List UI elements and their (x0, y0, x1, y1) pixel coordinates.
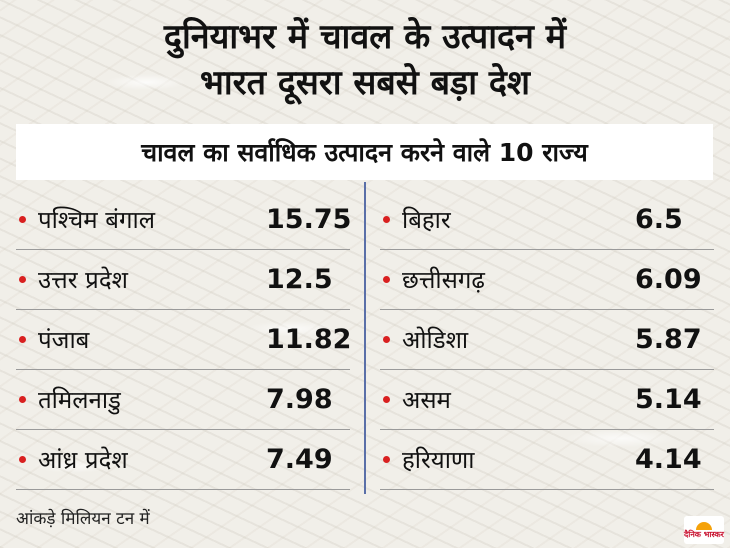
state-name: आंध्र प्रदेश (38, 446, 128, 474)
headline-line-1: दुनियाभर में चावल के उत्पादन में (163, 17, 567, 57)
state-name: पश्चिम बंगाल (38, 206, 155, 234)
right-state-list: बिहार 6.5 छत्तीसगढ़ 6.09 ओडिशा 5.87 असम … (380, 190, 714, 490)
state-value: 7.49 (266, 444, 333, 475)
state-name: ओडिशा (402, 326, 469, 354)
state-value: 4.14 (635, 444, 702, 475)
headline: दुनियाभर में चावल के उत्पादन में भारत दू… (0, 14, 730, 106)
state-name: हरियाणा (402, 446, 475, 474)
state-name: असम (402, 386, 451, 414)
subtitle: चावल का सर्वाधिक उत्पादन करने वाले 10 रा… (141, 138, 588, 167)
subtitle-bar: चावल का सर्वाधिक उत्पादन करने वाले 10 रा… (16, 124, 713, 180)
state-row: बिहार 6.5 (380, 190, 714, 250)
bullet-icon (383, 336, 390, 343)
bullet-icon (19, 456, 26, 463)
bullet-icon (383, 216, 390, 223)
bullet-icon (19, 336, 26, 343)
state-name: बिहार (402, 206, 451, 234)
bullet-icon (19, 216, 26, 223)
state-name: पंजाब (38, 326, 90, 354)
state-row: आंध्र प्रदेश 7.49 (16, 430, 350, 490)
left-state-list: पश्चिम बंगाल 15.75 उत्तर प्रदेश 12.5 पंज… (16, 190, 352, 490)
bullet-icon (19, 276, 26, 283)
state-value: 7.98 (266, 384, 333, 415)
state-value: 5.14 (635, 384, 702, 415)
bullet-icon (383, 276, 390, 283)
bullet-icon (383, 456, 390, 463)
headline-line-2: भारत दूसरा सबसे बड़ा देश (199, 63, 531, 103)
state-row: पश्चिम बंगाल 15.75 (16, 190, 352, 250)
column-divider (364, 182, 366, 494)
state-value: 5.87 (635, 324, 702, 355)
state-row: हरियाणा 4.14 (380, 430, 714, 490)
state-row: छत्तीसगढ़ 6.09 (380, 250, 714, 310)
state-value: 6.5 (635, 204, 683, 235)
state-row: असम 5.14 (380, 370, 714, 430)
state-name: उत्तर प्रदेश (38, 266, 128, 294)
state-name: तमिलनाडु (38, 386, 121, 414)
bullet-icon (19, 396, 26, 403)
state-value: 11.82 (266, 324, 352, 355)
sun-icon (696, 521, 712, 530)
state-name: छत्तीसगढ़ (402, 266, 485, 294)
state-row: पंजाब 11.82 (16, 310, 352, 370)
publisher-logo: दैनिक भास्कर (684, 516, 724, 544)
logo-text: दैनिक भास्कर (684, 529, 724, 539)
state-row: तमिलनाडु 7.98 (16, 370, 350, 430)
unit-note: आंकड़े मिलियन टन में (16, 509, 150, 529)
bullet-icon (383, 396, 390, 403)
state-value: 12.5 (266, 264, 333, 295)
state-row: ओडिशा 5.87 (380, 310, 714, 370)
state-value: 6.09 (635, 264, 702, 295)
state-row: उत्तर प्रदेश 12.5 (16, 250, 350, 310)
state-value: 15.75 (266, 204, 352, 235)
